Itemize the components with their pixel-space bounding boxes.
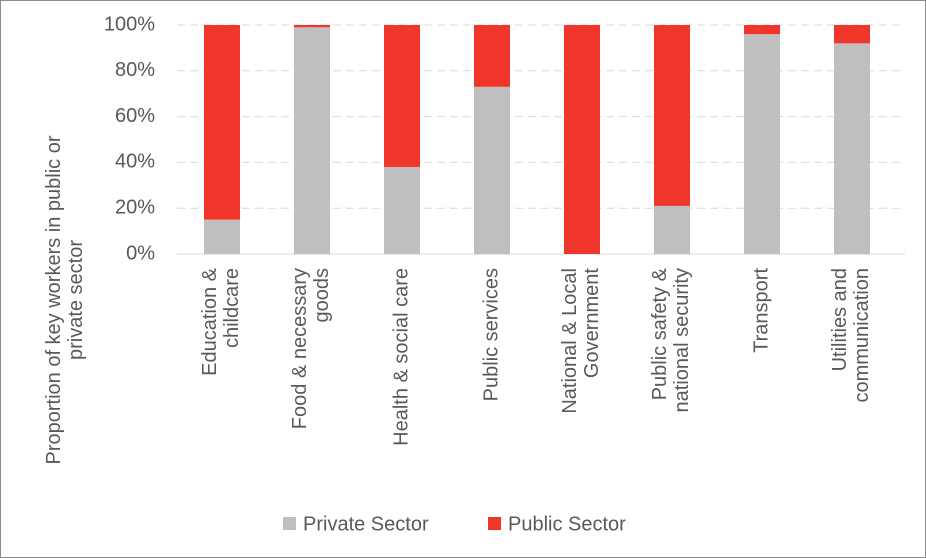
x-tick-label: Food & necessarygoods	[289, 268, 333, 429]
x-tick-label: Public services	[480, 268, 502, 401]
bar-segment	[834, 43, 870, 254]
x-tick-label: Utilities andcommunication	[829, 268, 873, 403]
y-tick-label: 0%	[126, 242, 155, 264]
legend-label: Private Sector	[303, 513, 429, 535]
bar-segment	[834, 25, 870, 44]
bar-segment	[744, 34, 780, 254]
bar-segment	[204, 25, 240, 220]
x-tick-label: Health & social care	[390, 268, 412, 446]
bar-segment	[294, 27, 330, 255]
legend-label: Public Sector	[508, 513, 626, 535]
x-tick-label: Public safety &national security	[649, 267, 693, 412]
bar-segment	[384, 166, 420, 254]
bar-segment	[654, 205, 690, 254]
bar-segment	[204, 219, 240, 254]
x-tick-label: Transport	[750, 268, 772, 353]
y-tick-label: 20%	[115, 196, 155, 218]
x-tick-label: National & LocalGovernment	[559, 268, 603, 414]
bar-segment	[564, 25, 600, 254]
bar-segment	[654, 25, 690, 206]
x-tick-label: Education &childcare	[199, 267, 243, 376]
legend-swatch	[283, 517, 296, 530]
bar-segment	[294, 25, 330, 28]
y-axis-title: Proportion of key workers in public orpr…	[43, 135, 87, 464]
y-tick-label: 40%	[115, 151, 155, 173]
bar-segment	[474, 86, 510, 254]
legend-swatch	[488, 517, 501, 530]
bar-segment	[474, 25, 510, 87]
bar-segment	[744, 25, 780, 35]
y-tick-label: 60%	[115, 105, 155, 127]
y-tick-label: 100%	[104, 13, 155, 35]
y-tick-label: 80%	[115, 59, 155, 81]
bar-segment	[384, 25, 420, 167]
